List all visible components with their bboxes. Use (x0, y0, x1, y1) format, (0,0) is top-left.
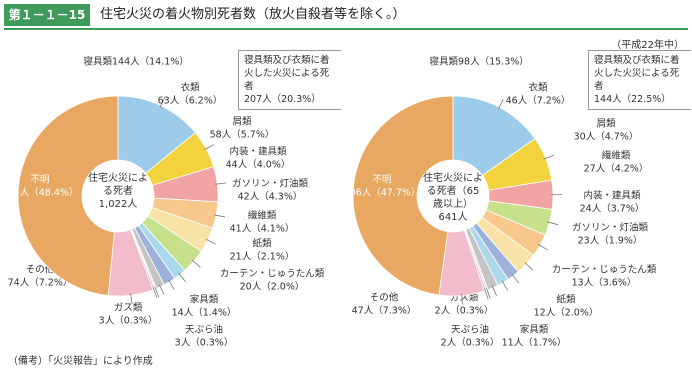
slice-category: 内装・建具類 (229, 146, 287, 158)
slice-category: その他 (370, 292, 399, 304)
slice-category: 屑類 (232, 117, 252, 128)
period-note: （平成22年中） (611, 40, 684, 51)
center-label-box: 住宅火災による死者（65歳以上） 641人 (422, 172, 484, 224)
annotation-box: 寝具類及び衣類に着火した火災による死者 144人（22.5%） (588, 50, 691, 110)
center-label: 住宅火災による死者 (88, 173, 148, 197)
slice-category: ガス類 (114, 303, 143, 314)
slice-value-label: 3人（0.3%） (99, 315, 158, 327)
slice-category: 天ぷら油 (451, 324, 489, 336)
slice-category: 内装・建具類 (583, 190, 641, 202)
slice-category: 衣類 (180, 82, 200, 94)
center-label-box: 住宅火災による死者 1,022人 (87, 172, 149, 211)
slice-category: カーテン・じゅうたん類 (552, 265, 657, 276)
slice-value-label: 2人（0.3%） (435, 305, 494, 317)
annotation-value: 144人（22.5%） (594, 94, 671, 105)
slice-category: 屑類 (596, 119, 616, 130)
leader-line (204, 144, 215, 151)
center-value: 1,022人 (98, 199, 138, 210)
slice-category: 不明 (30, 175, 49, 186)
slice-value-label: 14人（1.4%） (172, 307, 237, 319)
slice-value-label: 30人（4.7%） (574, 131, 639, 143)
header-rule (4, 28, 688, 30)
slice-category: ガソリン・灯油類 (232, 178, 309, 190)
slice-value-label: 27人（4.2%） (584, 163, 649, 175)
leader-line (511, 273, 519, 284)
figure-number: 第１－１－15図 (4, 4, 90, 44)
slice-value-label: 13人（3.6%） (572, 277, 637, 289)
slice-value-label: 11人（1.7%） (502, 337, 567, 349)
slice (352, 95, 454, 296)
leader-line (214, 214, 226, 218)
center-label: 住宅火災による死者（65歳以上） (423, 173, 483, 210)
slice-value-label: 3人（0.3%） (175, 337, 234, 349)
slice-value-label: 306人（47.7%） (344, 187, 421, 199)
figure-title: 住宅火災の着火物別死者数（放火自殺者等を除く。） (100, 7, 406, 22)
leader-line (486, 288, 491, 299)
leader-line (168, 279, 175, 290)
slice-value-label: 44人（4.0%） (226, 159, 291, 171)
leader-line (538, 244, 548, 251)
leader-line (524, 262, 534, 271)
slice-value-label: 63人（6.2%） (158, 95, 223, 107)
leader-line (159, 97, 166, 108)
slice-category: 寝具類 (429, 56, 458, 68)
slice-value-label: 74人（7.2%） (8, 277, 73, 289)
leader-line (461, 293, 463, 305)
slice-value-label: 58人（5.7%） (210, 129, 275, 141)
leader-line (159, 284, 165, 295)
slice-value-label: 46人（7.2%） (506, 95, 571, 107)
slice-value-label: 42人（4.3%） (238, 191, 303, 203)
slice-category: 家具類 (520, 324, 549, 336)
slice-value-label: 144人（14.1%） (112, 56, 189, 68)
leader-line (205, 239, 216, 245)
slice-category: 不明 (372, 175, 391, 186)
annotation-text: 寝具類及び衣類に着火した火災による死者 (244, 55, 330, 92)
leader-line (491, 285, 497, 297)
slice-value-label: 20人（2.0%） (240, 281, 305, 293)
slice (452, 95, 536, 176)
slice-category: 寝具類 (83, 56, 112, 68)
slice-category: 繊維類 (248, 210, 277, 222)
slice-category: 家具類 (190, 294, 219, 306)
center-value: 641人 (438, 212, 468, 223)
slice (17, 95, 119, 296)
slice-category: 天ぷら油 (185, 324, 223, 336)
slice-value-label: 12人（2.0%） (534, 307, 599, 319)
slice-value-label: 2人（0.3%） (441, 337, 500, 349)
slice-value-label: 47人（7.3%） (352, 305, 417, 317)
leader-line (547, 221, 559, 226)
slice-category: 繊維類 (602, 150, 631, 162)
slice-value-label: 23人（1.9%） (578, 235, 643, 247)
slice-category: 紙類 (556, 294, 576, 306)
leader-line (497, 99, 504, 110)
leader-line (178, 272, 186, 282)
leader-line (191, 259, 201, 268)
leader-line (484, 288, 489, 300)
leader-line (130, 293, 133, 305)
slice-value-label: 98人（15.3%） (458, 56, 529, 68)
slice-value-label: 495人（48.4%） (2, 187, 79, 199)
footnote: （備考）「火災報告」により作成 (8, 356, 153, 367)
slice-category: ガス類 (450, 293, 479, 304)
slice-category: 衣類 (528, 82, 548, 94)
leader-line (543, 154, 555, 160)
slice-category: 紙類 (252, 238, 272, 250)
annotation-box: 寝具類及び衣類に着火した火災による死者 207人（20.3%） (238, 50, 341, 110)
annotation-value: 207人（20.3%） (244, 94, 321, 105)
slice-value-label: 24人（3.7%） (580, 203, 645, 215)
leader-line (215, 182, 227, 185)
slice-value-label: 41人（4.1%） (230, 223, 295, 235)
leader-line (152, 287, 158, 298)
leader-line (501, 280, 508, 291)
leader-line (154, 286, 160, 298)
slice-category: ガソリン・灯油類 (572, 222, 649, 234)
annotation-text: 寝具類及び衣類に着火した火災による死者 (594, 55, 680, 92)
slice-value-label: 21人（2.1%） (230, 251, 295, 263)
slice-category: カーテン・じゅうたん類 (220, 269, 325, 280)
